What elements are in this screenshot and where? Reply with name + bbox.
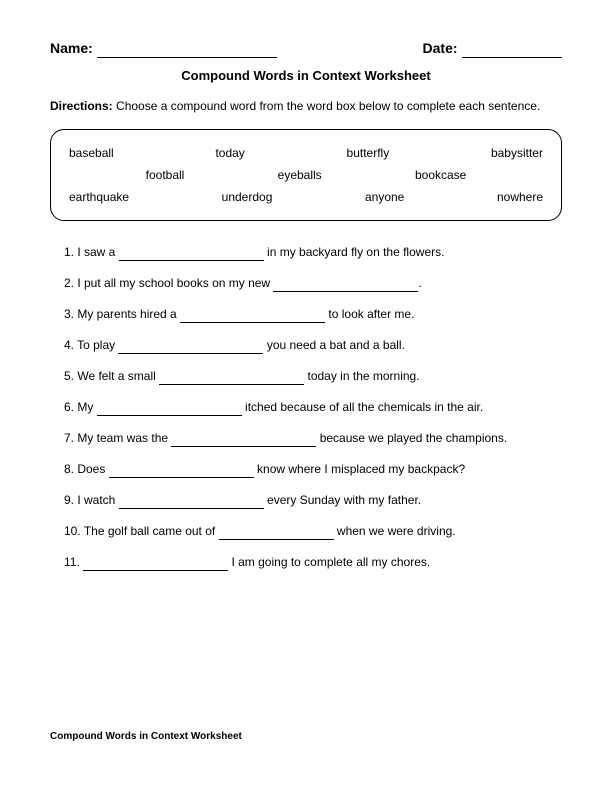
answer-blank[interactable] xyxy=(83,559,228,571)
sentence-item: 9. I watch every Sunday with my father. xyxy=(50,491,562,509)
sentence-item: 8. Does know where I misplaced my backpa… xyxy=(50,460,562,478)
word: today xyxy=(215,146,244,160)
word-row-1: baseball today butterfly babysitter xyxy=(69,142,543,164)
word: football xyxy=(146,168,185,182)
sentence-post: in my backyard fly on the flowers. xyxy=(264,245,445,259)
sentence-item: 2. I put all my school books on my new . xyxy=(50,274,562,292)
sentence-item: 1. I saw a in my backyard fly on the flo… xyxy=(50,243,562,261)
word: underdog xyxy=(222,190,273,204)
answer-blank[interactable] xyxy=(109,466,254,478)
sentence-post: to look after me. xyxy=(325,307,414,321)
sentence-number: 7. xyxy=(64,431,77,445)
word-row-3: earthquake underdog anyone nowhere xyxy=(69,186,543,208)
sentence-pre: My parents hired a xyxy=(77,307,180,321)
sentence-item: 6. My itched because of all the chemical… xyxy=(50,398,562,416)
date-label: Date: xyxy=(423,40,458,56)
sentence-pre: We felt a small xyxy=(77,369,159,383)
header-row: Name: Date: xyxy=(50,40,562,58)
sentence-pre: The golf ball came out of xyxy=(84,524,219,538)
sentence-post: . xyxy=(418,276,421,290)
sentence-post: today in the morning. xyxy=(304,369,419,383)
sentence-pre: I watch xyxy=(77,493,118,507)
answer-blank[interactable] xyxy=(159,373,304,385)
sentence-number: 2. xyxy=(64,276,77,290)
answer-blank[interactable] xyxy=(219,528,334,540)
sentence-post: because we played the champions. xyxy=(316,431,507,445)
answer-blank[interactable] xyxy=(97,404,242,416)
sentence-number: 5. xyxy=(64,369,77,383)
sentence-post: every Sunday with my father. xyxy=(264,493,421,507)
sentence-item: 10. The golf ball came out of when we we… xyxy=(50,522,562,540)
worksheet-title: Compound Words in Context Worksheet xyxy=(50,68,562,83)
sentence-number: 10. xyxy=(64,524,84,538)
word: anyone xyxy=(365,190,404,204)
date-blank[interactable] xyxy=(462,44,562,58)
answer-blank[interactable] xyxy=(118,342,263,354)
sentence-number: 6. xyxy=(64,400,77,414)
directions-text: Choose a compound word from the word box… xyxy=(116,99,540,113)
word: babysitter xyxy=(491,146,543,160)
sentence-post: you need a bat and a ball. xyxy=(263,338,404,352)
sentence-number: 11. xyxy=(64,555,83,569)
sentence-pre: My xyxy=(77,400,96,414)
sentence-pre: I put all my school books on my new xyxy=(77,276,273,290)
sentence-item: 3. My parents hired a to look after me. xyxy=(50,305,562,323)
sentence-item: 7. My team was the because we played the… xyxy=(50,429,562,447)
sentence-post: I am going to complete all my chores. xyxy=(228,555,430,569)
sentence-list: 1. I saw a in my backyard fly on the flo… xyxy=(50,243,562,571)
date-field: Date: xyxy=(423,40,562,58)
answer-blank[interactable] xyxy=(273,280,418,292)
footer-text: Compound Words in Context Worksheet xyxy=(50,731,242,742)
word-box: baseball today butterfly babysitter foot… xyxy=(50,129,562,221)
word: butterfly xyxy=(347,146,390,160)
word: bookcase xyxy=(415,168,466,182)
word: baseball xyxy=(69,146,114,160)
sentence-pre: To play xyxy=(77,338,118,352)
sentence-item: 11. I am going to complete all my chores… xyxy=(50,553,562,571)
sentence-number: 9. xyxy=(64,493,77,507)
sentence-number: 4. xyxy=(64,338,77,352)
sentence-item: 5. We felt a small today in the morning. xyxy=(50,367,562,385)
sentence-number: 3. xyxy=(64,307,77,321)
sentence-post: know where I misplaced my backpack? xyxy=(254,462,465,476)
sentence-post: when we were driving. xyxy=(334,524,456,538)
answer-blank[interactable] xyxy=(180,311,325,323)
sentence-pre: My team was the xyxy=(77,431,171,445)
name-field: Name: xyxy=(50,40,277,58)
sentence-number: 1. xyxy=(64,245,77,259)
word: earthquake xyxy=(69,190,129,204)
answer-blank[interactable] xyxy=(119,497,264,509)
directions: Directions: Choose a compound word from … xyxy=(50,97,562,115)
sentence-pre: Does xyxy=(77,462,108,476)
word-row-2: football eyeballs bookcase xyxy=(69,164,543,186)
answer-blank[interactable] xyxy=(119,249,264,261)
word: eyeballs xyxy=(278,168,322,182)
sentence-pre: I saw a xyxy=(77,245,118,259)
sentence-item: 4. To play you need a bat and a ball. xyxy=(50,336,562,354)
word: nowhere xyxy=(497,190,543,204)
answer-blank[interactable] xyxy=(171,435,316,447)
name-label: Name: xyxy=(50,40,93,56)
sentence-post: itched because of all the chemicals in t… xyxy=(242,400,483,414)
name-blank[interactable] xyxy=(97,44,277,58)
directions-label: Directions: xyxy=(50,99,113,113)
sentence-number: 8. xyxy=(64,462,77,476)
